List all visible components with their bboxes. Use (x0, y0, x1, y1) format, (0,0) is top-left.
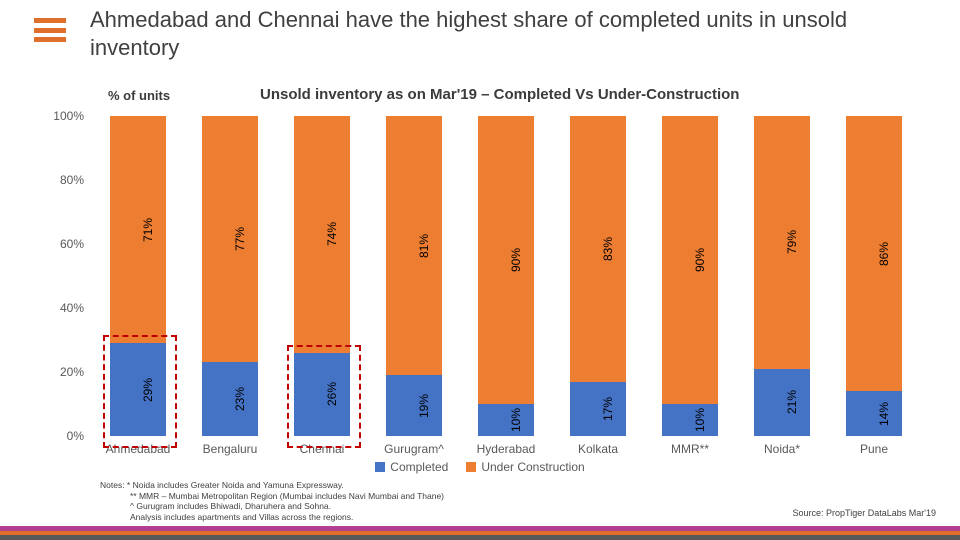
bar-value-label: 81% (417, 234, 431, 258)
y-tick-label: 100% (42, 109, 84, 123)
legend-swatch-under (466, 462, 476, 472)
bar-slot: 71% 29% (110, 116, 166, 436)
bar-value-label: 79% (785, 230, 799, 254)
bar-value-label: 14% (877, 402, 891, 426)
plot-area: 71%29%Ahmedabad77%23%Bengaluru74%26%Chen… (90, 116, 935, 436)
bar-value-label: 74% (325, 222, 339, 246)
legend: Completed Under Construction (0, 460, 960, 474)
bar-slot: 74% 26% (294, 116, 350, 436)
logo-icon (34, 18, 66, 42)
bar-value-label: 90% (693, 248, 707, 272)
stacked-bar: 90% 10% (662, 116, 718, 436)
y-tick-label: 40% (42, 301, 84, 315)
stacked-bar: 83% 17% (570, 116, 626, 436)
legend-label-completed: Completed (390, 460, 448, 474)
legend-label-under: Under Construction (481, 460, 584, 474)
segment-completed: 10% (478, 404, 534, 436)
segment-completed: 26% (294, 353, 350, 436)
bar-slot: 86% 14% (846, 116, 902, 436)
stacked-bar: 86% 14% (846, 116, 902, 436)
legend-item-completed: Completed (375, 460, 448, 474)
stacked-bar: 77% 23% (202, 116, 258, 436)
bar-slot: 83% 17% (570, 116, 626, 436)
source-label: Source: PropTiger DataLabs Mar'19 (793, 508, 936, 518)
segment-under-construction: 71% (110, 116, 166, 343)
bar-value-label: 19% (417, 394, 431, 418)
stacked-bar: 79% 21% (754, 116, 810, 436)
footnotes: Notes: * Noida includes Greater Noida an… (100, 480, 444, 523)
bar-value-label: 21% (785, 390, 799, 414)
bar-value-label: 29% (141, 378, 155, 402)
legend-item-under: Under Construction (466, 460, 584, 474)
note-line: ** MMR – Mumbai Metropolitan Region (Mum… (100, 491, 444, 502)
y-tick-label: 0% (42, 429, 84, 443)
y-tick-label: 20% (42, 365, 84, 379)
stacked-bar: 71% 29% (110, 116, 166, 436)
page-title: Ahmedabad and Chennai have the highest s… (90, 6, 890, 61)
segment-under-construction: 81% (386, 116, 442, 375)
bar-value-label: 26% (325, 382, 339, 406)
note-line: ^ Gurugram includes Bhiwadi, Dharuhera a… (100, 501, 444, 512)
segment-under-construction: 90% (478, 116, 534, 404)
segment-under-construction: 90% (662, 116, 718, 404)
stacked-bar: 90% 10% (478, 116, 534, 436)
bar-value-label: 10% (693, 408, 707, 432)
bar-slot: 77% 23% (202, 116, 258, 436)
bar-slot: 90% 10% (662, 116, 718, 436)
slide: Ahmedabad and Chennai have the highest s… (0, 0, 960, 540)
bar-value-label: 23% (233, 387, 247, 411)
segment-under-construction: 77% (202, 116, 258, 362)
bar-slot: 81% 19% (386, 116, 442, 436)
bar-slot: 79% 21% (754, 116, 810, 436)
bar-value-label: 71% (141, 218, 155, 242)
segment-under-construction: 74% (294, 116, 350, 353)
segment-completed: 10% (662, 404, 718, 436)
bar-value-label: 17% (601, 397, 615, 421)
bar-value-label: 86% (877, 242, 891, 266)
segment-completed: 14% (846, 391, 902, 436)
y-axis-title: % of units (108, 88, 170, 103)
segment-under-construction: 86% (846, 116, 902, 391)
segment-under-construction: 79% (754, 116, 810, 369)
stacked-bar: 74% 26% (294, 116, 350, 436)
y-tick-label: 80% (42, 173, 84, 187)
chart-subtitle: Unsold inventory as on Mar'19 – Complete… (260, 86, 739, 103)
bar-value-label: 77% (233, 227, 247, 251)
segment-completed: 21% (754, 369, 810, 436)
segment-completed: 29% (110, 343, 166, 436)
stacked-bar: 81% 19% (386, 116, 442, 436)
category-label: Pune (814, 442, 934, 456)
segment-completed: 23% (202, 362, 258, 436)
segment-under-construction: 83% (570, 116, 626, 382)
bar-value-label: 90% (509, 248, 523, 272)
footer-stripe (0, 526, 960, 540)
bar-value-label: 10% (509, 408, 523, 432)
footer-stripe-band (0, 535, 960, 540)
segment-completed: 17% (570, 382, 626, 436)
y-tick-label: 60% (42, 237, 84, 251)
note-line: Analysis includes apartments and Villas … (100, 512, 444, 523)
bar-value-label: 83% (601, 237, 615, 261)
note-line: Notes: * Noida includes Greater Noida an… (100, 480, 444, 491)
stacked-bar-chart: 71%29%Ahmedabad77%23%Bengaluru74%26%Chen… (90, 116, 935, 436)
bar-slot: 90% 10% (478, 116, 534, 436)
segment-completed: 19% (386, 375, 442, 436)
legend-swatch-completed (375, 462, 385, 472)
